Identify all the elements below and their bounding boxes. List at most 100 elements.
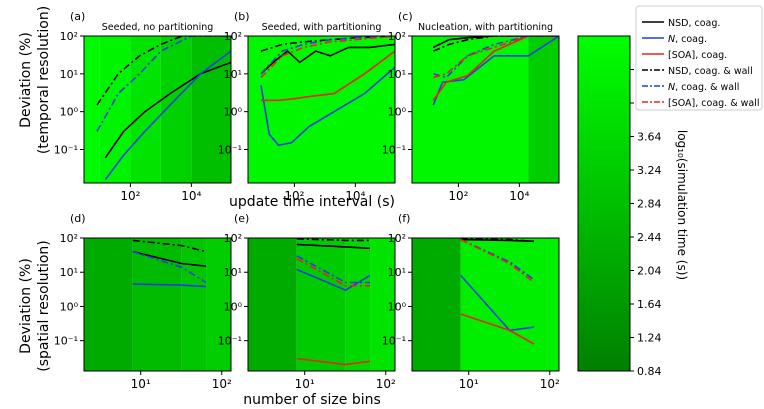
x-tick-label: 10¹ [295, 377, 315, 391]
background-band [84, 238, 133, 371]
x-tick-label: 10⁴ [181, 189, 201, 203]
top-ylabel-2: (temporal resolution) [36, 6, 52, 154]
series-line [433, 36, 559, 79]
background-band [181, 238, 207, 371]
y-tick-label: 10⁰ [388, 106, 407, 119]
background-band [370, 238, 395, 371]
series-line [460, 238, 535, 243]
colorbar-tick-label: 2.84 [637, 198, 662, 211]
y-tick-label: 10¹ [60, 68, 78, 81]
series-line [296, 238, 370, 242]
y-tick-label: 10⁰ [60, 300, 79, 313]
x-tick-label: 10² [376, 377, 396, 391]
series-group [432, 36, 559, 106]
series-line [296, 257, 370, 287]
colorbar-tick-label: 3.24 [637, 164, 662, 177]
colorbar-tick-label: 3.64 [637, 131, 662, 144]
series-line [432, 36, 559, 52]
x-tick-label: 10² [120, 189, 140, 203]
panel-letter: (f) [398, 212, 410, 225]
y-tick-label: 10¹ [224, 68, 242, 81]
series-line [132, 250, 207, 284]
colorbar-tick-label: 1.24 [637, 332, 662, 345]
y-tick-label: 10² [224, 30, 242, 43]
background-band [412, 238, 461, 371]
series-line [296, 243, 371, 250]
y-tick-label: 10¹ [60, 266, 78, 279]
background-band [130, 36, 161, 183]
series-line [104, 50, 231, 181]
y-tick-label: 10⁻¹ [382, 335, 406, 348]
panel-d: 10² 10¹ 10⁰ 10⁻¹ 10¹ 10² (d) [54, 212, 232, 391]
y-tick-label: 10⁻¹ [218, 335, 242, 348]
x-tick-label: 10² [284, 189, 304, 203]
axes-frame [411, 237, 560, 372]
colorbar: 4.444.043.643.242.842.442.041.641.240.84 [577, 35, 662, 378]
y-tick-label: 10² [60, 30, 78, 43]
panel-c: 10² 10¹ 10⁰ 10⁻¹ 10² 10⁴ (c) Nucleation, with p… [382, 10, 560, 203]
y-tick-label: 10¹ [388, 68, 406, 81]
series-group [96, 36, 231, 181]
y-tick-label: 10⁻¹ [54, 335, 78, 348]
y-tick-label: 10² [60, 232, 78, 245]
background-band [528, 36, 559, 183]
y-tick-label: 10⁻¹ [54, 143, 78, 156]
series-line [132, 239, 207, 253]
background-band [248, 238, 297, 371]
series-line [432, 36, 559, 101]
y-tick-label: 10⁰ [388, 300, 407, 313]
x-tick-label: 10¹ [459, 377, 479, 391]
y-tick-label: 10² [388, 232, 406, 245]
y-tick-label: 10⁻¹ [218, 143, 242, 156]
colorbar-tick-label: 1.64 [637, 298, 662, 311]
legend-label: NSD, coag. & wall [668, 66, 753, 77]
legend: NSD, coag. N, coag. [SOA], coag. NSD, coag.… [635, 5, 763, 111]
series-line [260, 66, 395, 147]
background-band [296, 238, 346, 371]
background-band [460, 238, 559, 371]
series-group [260, 36, 395, 147]
y-tick-label: 10² [224, 232, 242, 245]
panel-letter: (d) [70, 212, 86, 225]
background-band [84, 36, 100, 183]
axes-frame [411, 35, 560, 184]
series-line [433, 36, 559, 79]
colorbar-tick-label: 0.84 [637, 365, 662, 378]
series-line [432, 36, 559, 49]
x-tick-label: 10² [212, 377, 232, 391]
background-band [248, 36, 395, 183]
bottom-xlabel: number of size bins [243, 392, 381, 408]
series-line [132, 283, 207, 288]
series-group [296, 238, 371, 366]
background-band [412, 36, 529, 183]
colorbar-gradient [577, 35, 631, 372]
background-band [206, 238, 231, 371]
background-band [345, 238, 371, 371]
colorbar-tick-label: 2.44 [637, 231, 662, 244]
series-line [260, 36, 395, 52]
series-line [96, 36, 231, 106]
panel-letter: (b) [234, 10, 250, 23]
legend-label: N, coag. & wall [668, 82, 739, 93]
bottom-ylabel-1: Deviation (%) [18, 258, 34, 354]
x-tick-label: 10⁴ [345, 189, 365, 203]
series-line [460, 313, 535, 345]
y-tick-label: 10⁰ [60, 106, 79, 119]
panels: 10² 10¹ 10⁰ 10⁻¹ 10² 10⁴ (a) Seeded, no partiti… [54, 10, 560, 391]
series-group [460, 238, 535, 345]
series-line [296, 268, 371, 291]
axes-frame [247, 237, 396, 372]
y-tick-label: 10⁰ [224, 300, 243, 313]
panel-title: Seeded, with partitioning [262, 22, 382, 33]
series-line [432, 36, 559, 106]
x-tick-label: 10² [448, 189, 468, 203]
background-band [99, 36, 131, 183]
series-line [260, 36, 395, 75]
series-line [132, 250, 207, 267]
series-line [460, 238, 535, 284]
top-ylabel-1: Deviation (%) [18, 32, 34, 128]
colorbar-label: log₁₀(simulation time (s)) [675, 130, 689, 280]
x-tick-label: 10² [540, 377, 560, 391]
panel-letter: (c) [398, 10, 413, 23]
